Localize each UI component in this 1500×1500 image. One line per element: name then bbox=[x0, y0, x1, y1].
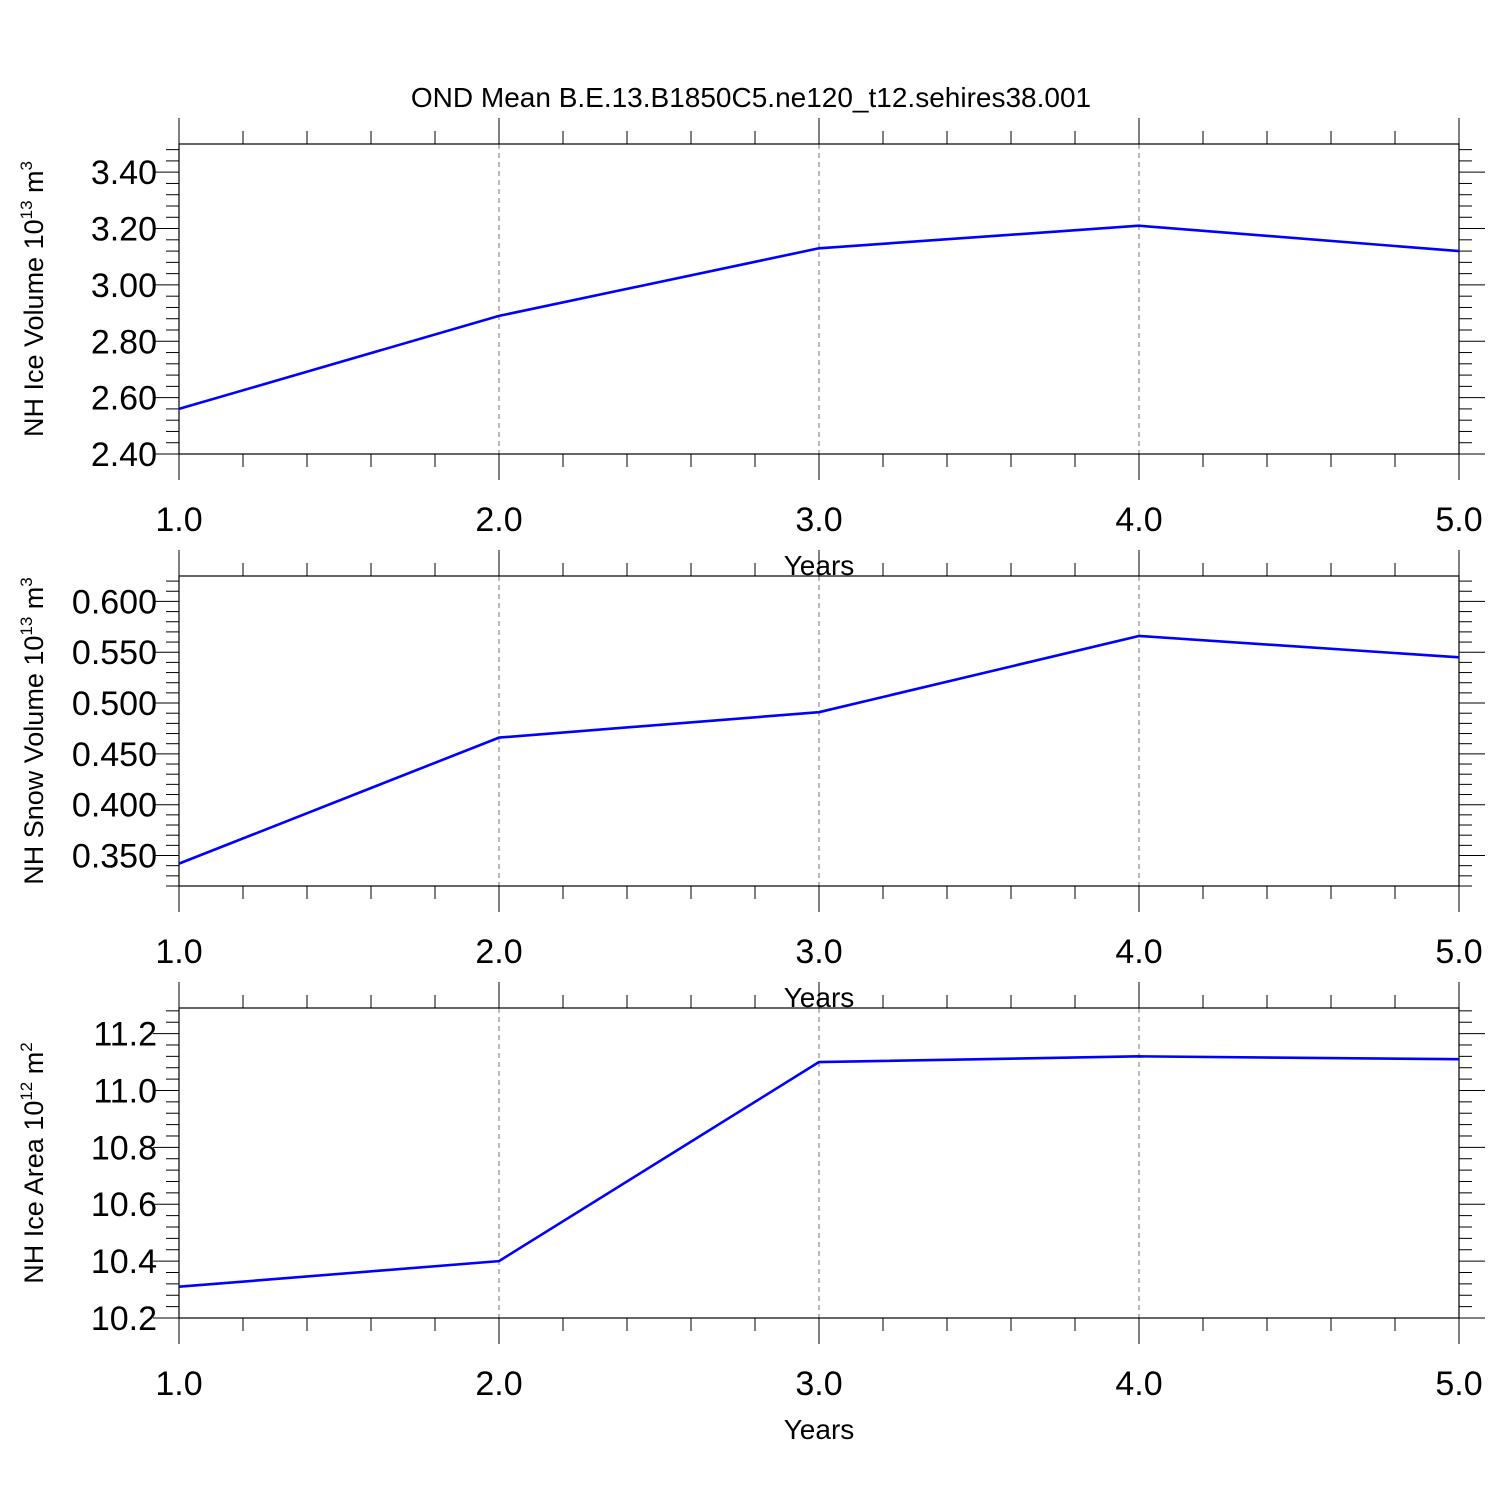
x-tick-label: 4.0 bbox=[1115, 1365, 1162, 1403]
series-line bbox=[178, 1055, 1460, 1289]
y-axis-label: NH Snow Volume 1013 m3 bbox=[17, 577, 49, 885]
y-tick-label: 3.20 bbox=[91, 211, 157, 249]
y-axis-label: NH Ice Area 1012 m2 bbox=[17, 1042, 49, 1283]
x-tick-label: 4.0 bbox=[1115, 501, 1162, 539]
y-tick-label: 0.550 bbox=[72, 634, 157, 672]
x-tick-label: 5.0 bbox=[1435, 1365, 1482, 1403]
plot-panel-3: 10.2 10.4 10.6 10.8 11.0 11.2 1.0 2.0 3.0 4.0 5.0 Y… bbox=[17, 982, 1485, 1445]
x-tick-label: 2.0 bbox=[475, 501, 522, 539]
plot-panel-1: 2.402.602.803.003.203.401.0 2.0 3.0 4.0 5.0Y… bbox=[17, 118, 1485, 581]
x-tick-label: 5.0 bbox=[1435, 501, 1482, 539]
y-tick-label: 3.00 bbox=[91, 267, 157, 305]
y-tick-label: 0.450 bbox=[72, 736, 157, 774]
x-tick-label: 1.0 bbox=[155, 501, 202, 539]
y-tick-label: 2.80 bbox=[91, 323, 157, 361]
x-tick-label: 1.0 bbox=[155, 933, 202, 971]
y-tick-label: 11.2 bbox=[93, 1016, 157, 1054]
series-line bbox=[178, 634, 1460, 865]
x-tick-label: 5.0 bbox=[1435, 933, 1482, 971]
x-tick-label: 2.0 bbox=[475, 933, 522, 971]
y-tick-label: 11.0 bbox=[93, 1072, 157, 1110]
y-axis-label: NH Ice Volume 1013 m3 bbox=[17, 161, 49, 437]
x-tick-label: 3.0 bbox=[795, 933, 842, 971]
y-tick-label: 2.40 bbox=[91, 436, 157, 474]
x-tick-label: 3.0 bbox=[795, 1365, 842, 1403]
x-tick-label: 4.0 bbox=[1115, 933, 1162, 971]
series-line bbox=[178, 224, 1460, 411]
y-tick-label: 3.40 bbox=[91, 154, 157, 192]
figure-title: OND Mean B.E.13.B1850C5.ne120_t12.sehire… bbox=[411, 82, 1091, 113]
y-tick-label: 0.350 bbox=[72, 838, 157, 876]
y-tick-label: 10.6 bbox=[91, 1186, 157, 1224]
plot-panel-2: 0.350 0.400 0.450 0.500 0.550 0.600 1.0 2.0 3.0 4… bbox=[17, 550, 1485, 1013]
y-tick-label: 10.2 bbox=[91, 1300, 157, 1338]
y-tick-label: 0.400 bbox=[72, 787, 157, 825]
y-tick-label: 10.4 bbox=[91, 1243, 157, 1281]
x-tick-label: 2.0 bbox=[475, 1365, 522, 1403]
x-tick-label: 3.0 bbox=[795, 501, 842, 539]
y-tick-label: 0.600 bbox=[72, 583, 157, 621]
y-tick-label: 0.500 bbox=[72, 685, 157, 723]
x-tick-label: 1.0 bbox=[155, 1365, 202, 1403]
y-tick-label: 10.8 bbox=[91, 1129, 157, 1167]
x-axis-label: Years bbox=[784, 1414, 855, 1445]
y-tick-label: 2.60 bbox=[91, 380, 157, 418]
